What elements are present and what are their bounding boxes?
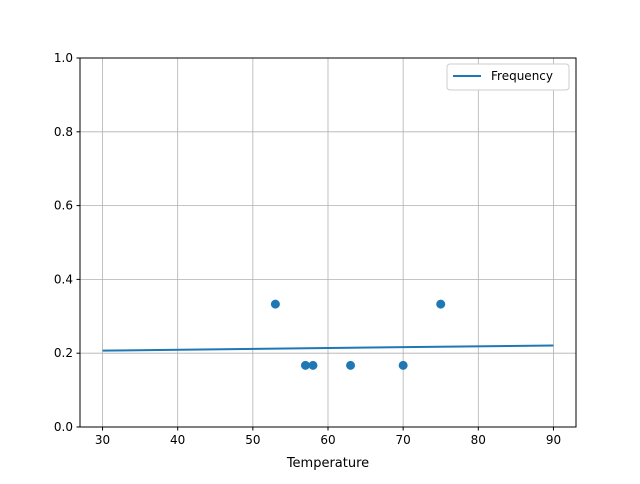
scatter-point: [308, 360, 318, 370]
y-tick-label: 1.0: [54, 51, 73, 65]
x-tick-label: 50: [245, 433, 260, 447]
y-tick-label: 0.6: [54, 199, 73, 213]
scatter-point: [300, 360, 310, 370]
x-axis-label: Temperature: [286, 456, 369, 471]
legend: Frequency: [446, 63, 570, 91]
scatter-point: [398, 360, 408, 370]
scatter-point: [270, 299, 280, 309]
scatter-point: [346, 360, 356, 370]
x-tick-label: 80: [471, 433, 486, 447]
x-tick-label: 70: [396, 433, 411, 447]
legend-box: [446, 63, 570, 91]
y-tick-label: 0.0: [54, 420, 73, 434]
y-tick-label: 0.8: [54, 125, 73, 139]
x-tick-label: 40: [170, 433, 185, 447]
x-tick-label: 90: [546, 433, 561, 447]
x-tick-label: 30: [95, 433, 110, 447]
scatter-point: [436, 299, 446, 309]
grid: [80, 57, 576, 428]
series-line-frequency: [102, 344, 554, 352]
legend-label: Frequency: [491, 69, 553, 83]
marks: [102, 299, 554, 370]
x-tick-label: 60: [320, 433, 335, 447]
y-tick-label: 0.2: [54, 346, 73, 360]
ticks: 30 40 50 60 70 80 90 0.0 0.2 0.4 0.6 0.8 1.0: [54, 51, 561, 447]
y-tick-label: 0.4: [54, 272, 73, 286]
